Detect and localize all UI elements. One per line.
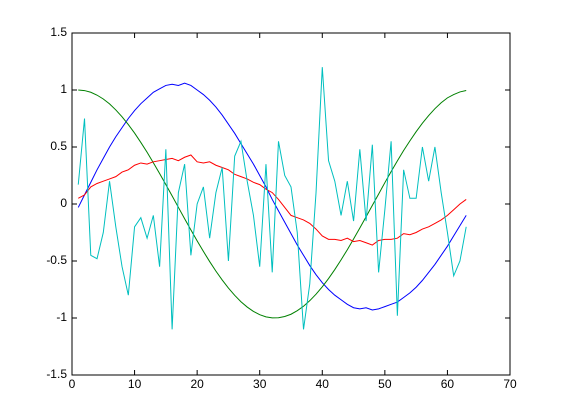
x-tick-label: 70 <box>503 377 517 391</box>
y-tick-label: 0.5 <box>50 139 67 153</box>
y-tick-label: -0.5 <box>46 253 67 267</box>
series-line <box>77 82 467 311</box>
x-tick-label: 20 <box>190 377 204 391</box>
series-line <box>78 89 467 319</box>
x-tick-label: 40 <box>316 377 330 391</box>
series-line <box>78 154 467 246</box>
y-tick-label: -1.5 <box>46 367 67 381</box>
axes-box <box>71 32 511 376</box>
series-line <box>77 67 467 330</box>
y-tick-label: 0 <box>60 196 67 210</box>
x-tick-label: 30 <box>253 377 267 391</box>
x-tick-label: 60 <box>441 377 455 391</box>
x-tick-label: 10 <box>128 377 142 391</box>
y-tick-label: -1 <box>56 310 67 324</box>
y-tick-label: 1 <box>60 82 67 96</box>
y-tick-label: 1.5 <box>50 25 67 39</box>
x-tick-label: 50 <box>378 377 392 391</box>
x-tick-label: 0 <box>69 377 76 391</box>
